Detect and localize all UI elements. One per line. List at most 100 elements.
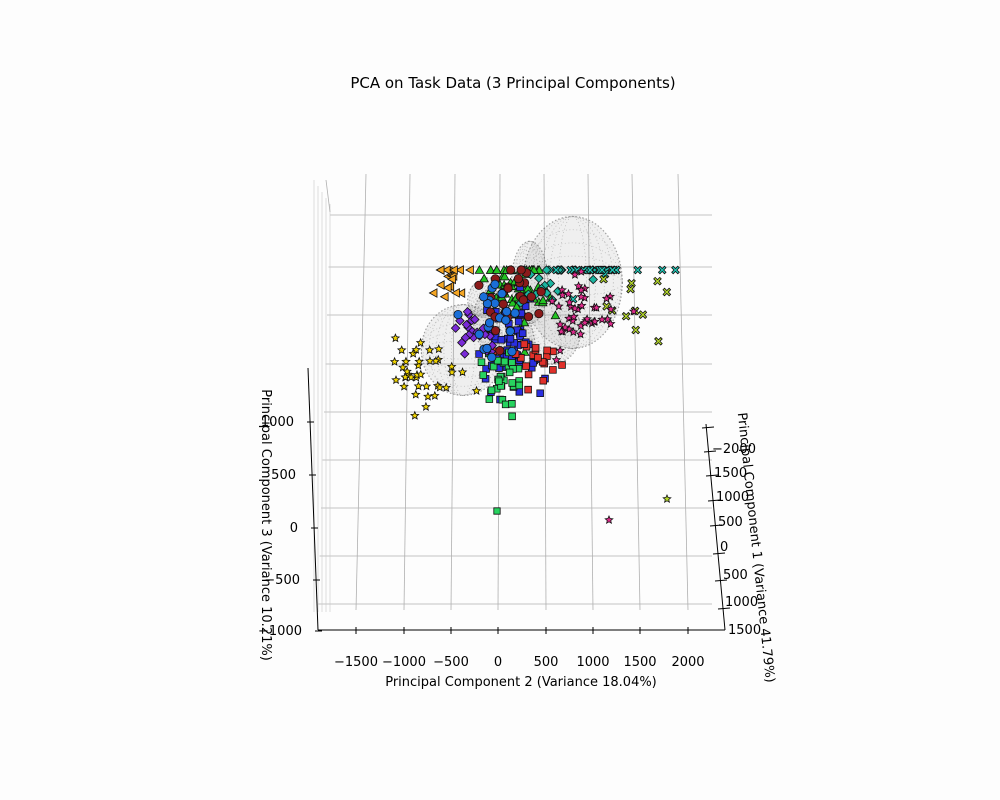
z-tick-mark <box>717 607 731 610</box>
data-point <box>566 301 576 311</box>
data-point <box>497 289 507 299</box>
series-diamond <box>450 306 497 359</box>
data-point <box>588 274 598 285</box>
data-point <box>433 344 444 354</box>
data-point <box>389 356 400 366</box>
data-point <box>442 283 452 293</box>
data-point <box>400 372 411 382</box>
data-point <box>524 385 532 394</box>
data-point <box>390 333 401 343</box>
z-tick-label: 1500 <box>714 466 747 481</box>
data-point <box>555 319 565 329</box>
z-tick-mark <box>703 450 717 453</box>
data-point <box>450 323 461 333</box>
data-point <box>568 327 579 337</box>
data-point <box>461 319 472 330</box>
data-point <box>421 381 432 391</box>
z-tick-label: 1000 <box>725 595 758 610</box>
data-point <box>541 265 552 275</box>
data-point <box>608 265 617 275</box>
data-point <box>599 274 608 284</box>
data-point <box>534 273 544 284</box>
data-point <box>515 381 524 390</box>
data-point <box>447 274 456 285</box>
data-point <box>662 287 672 297</box>
ellipsoid-parallel <box>522 268 623 297</box>
data-point <box>536 389 544 398</box>
data-point <box>523 312 534 322</box>
ellipsoid-meridian <box>468 278 505 317</box>
data-point <box>502 306 512 317</box>
ellipsoid-meridian <box>451 304 476 396</box>
data-point <box>597 265 607 275</box>
data-point <box>626 284 635 294</box>
data-point <box>513 274 523 284</box>
ellipsoid-parallel <box>471 283 503 312</box>
data-point <box>460 332 471 343</box>
data-point <box>506 265 516 275</box>
data-point <box>396 345 407 355</box>
data-point <box>471 385 482 395</box>
ellipsoid-parallel <box>517 310 580 345</box>
ellipsoid-meridian <box>506 301 535 369</box>
data-point <box>514 317 523 326</box>
data-point <box>398 362 408 372</box>
data-point <box>470 314 480 325</box>
data-point <box>487 352 497 362</box>
grid-line-v <box>450 173 456 611</box>
y-tick-label: −500 <box>264 573 300 588</box>
data-point <box>401 356 411 366</box>
z-tick-mark <box>714 579 728 582</box>
data-point <box>522 362 530 370</box>
series-x <box>551 265 680 304</box>
axes <box>307 367 726 631</box>
data-point <box>500 357 509 366</box>
data-point <box>551 354 562 365</box>
y-axis-line <box>307 367 319 631</box>
data-point <box>414 356 424 366</box>
data-point <box>576 300 587 310</box>
data-point <box>524 370 533 379</box>
data-point <box>428 288 438 298</box>
data-point <box>474 329 484 339</box>
data-point <box>424 345 435 355</box>
data-point <box>421 401 431 411</box>
data-point <box>455 315 465 326</box>
data-point <box>569 311 579 321</box>
data-point <box>520 340 529 348</box>
data-point <box>455 265 464 275</box>
y-tick-label: 1000 <box>261 415 294 430</box>
z-tick-label: 500 <box>723 568 748 583</box>
data-point <box>410 410 420 420</box>
data-point <box>534 309 544 319</box>
data-point <box>576 291 586 301</box>
data-point <box>482 343 492 353</box>
data-point <box>638 310 648 319</box>
z-tick-mark <box>712 552 726 555</box>
data-point <box>482 365 490 373</box>
grid-line-v <box>587 173 594 611</box>
data-point <box>474 264 485 274</box>
grid-line-v <box>355 173 367 611</box>
data-point <box>516 265 526 275</box>
ellipsoid-parallel <box>470 281 504 314</box>
data-point <box>507 297 518 307</box>
data-point <box>507 346 517 357</box>
z-tick-label: 1000 <box>716 490 749 505</box>
series-square <box>489 340 566 394</box>
grid-line-v <box>543 173 547 611</box>
data-point <box>425 356 435 366</box>
data-point <box>411 344 421 354</box>
y-tick-label: 0 <box>290 521 298 536</box>
series-star <box>547 266 639 365</box>
grid-line-v <box>677 173 689 611</box>
data-point <box>491 264 502 274</box>
data-point <box>549 366 557 374</box>
data-point <box>457 367 468 377</box>
data-point <box>576 266 587 276</box>
data-point <box>570 269 580 279</box>
tick-labels: −1500 −1000 −500 0 500 1000 1500 2000 −1000 −500 0… <box>258 415 761 670</box>
z-axis-line <box>705 423 726 631</box>
ellipsoid-meridian <box>517 240 542 325</box>
